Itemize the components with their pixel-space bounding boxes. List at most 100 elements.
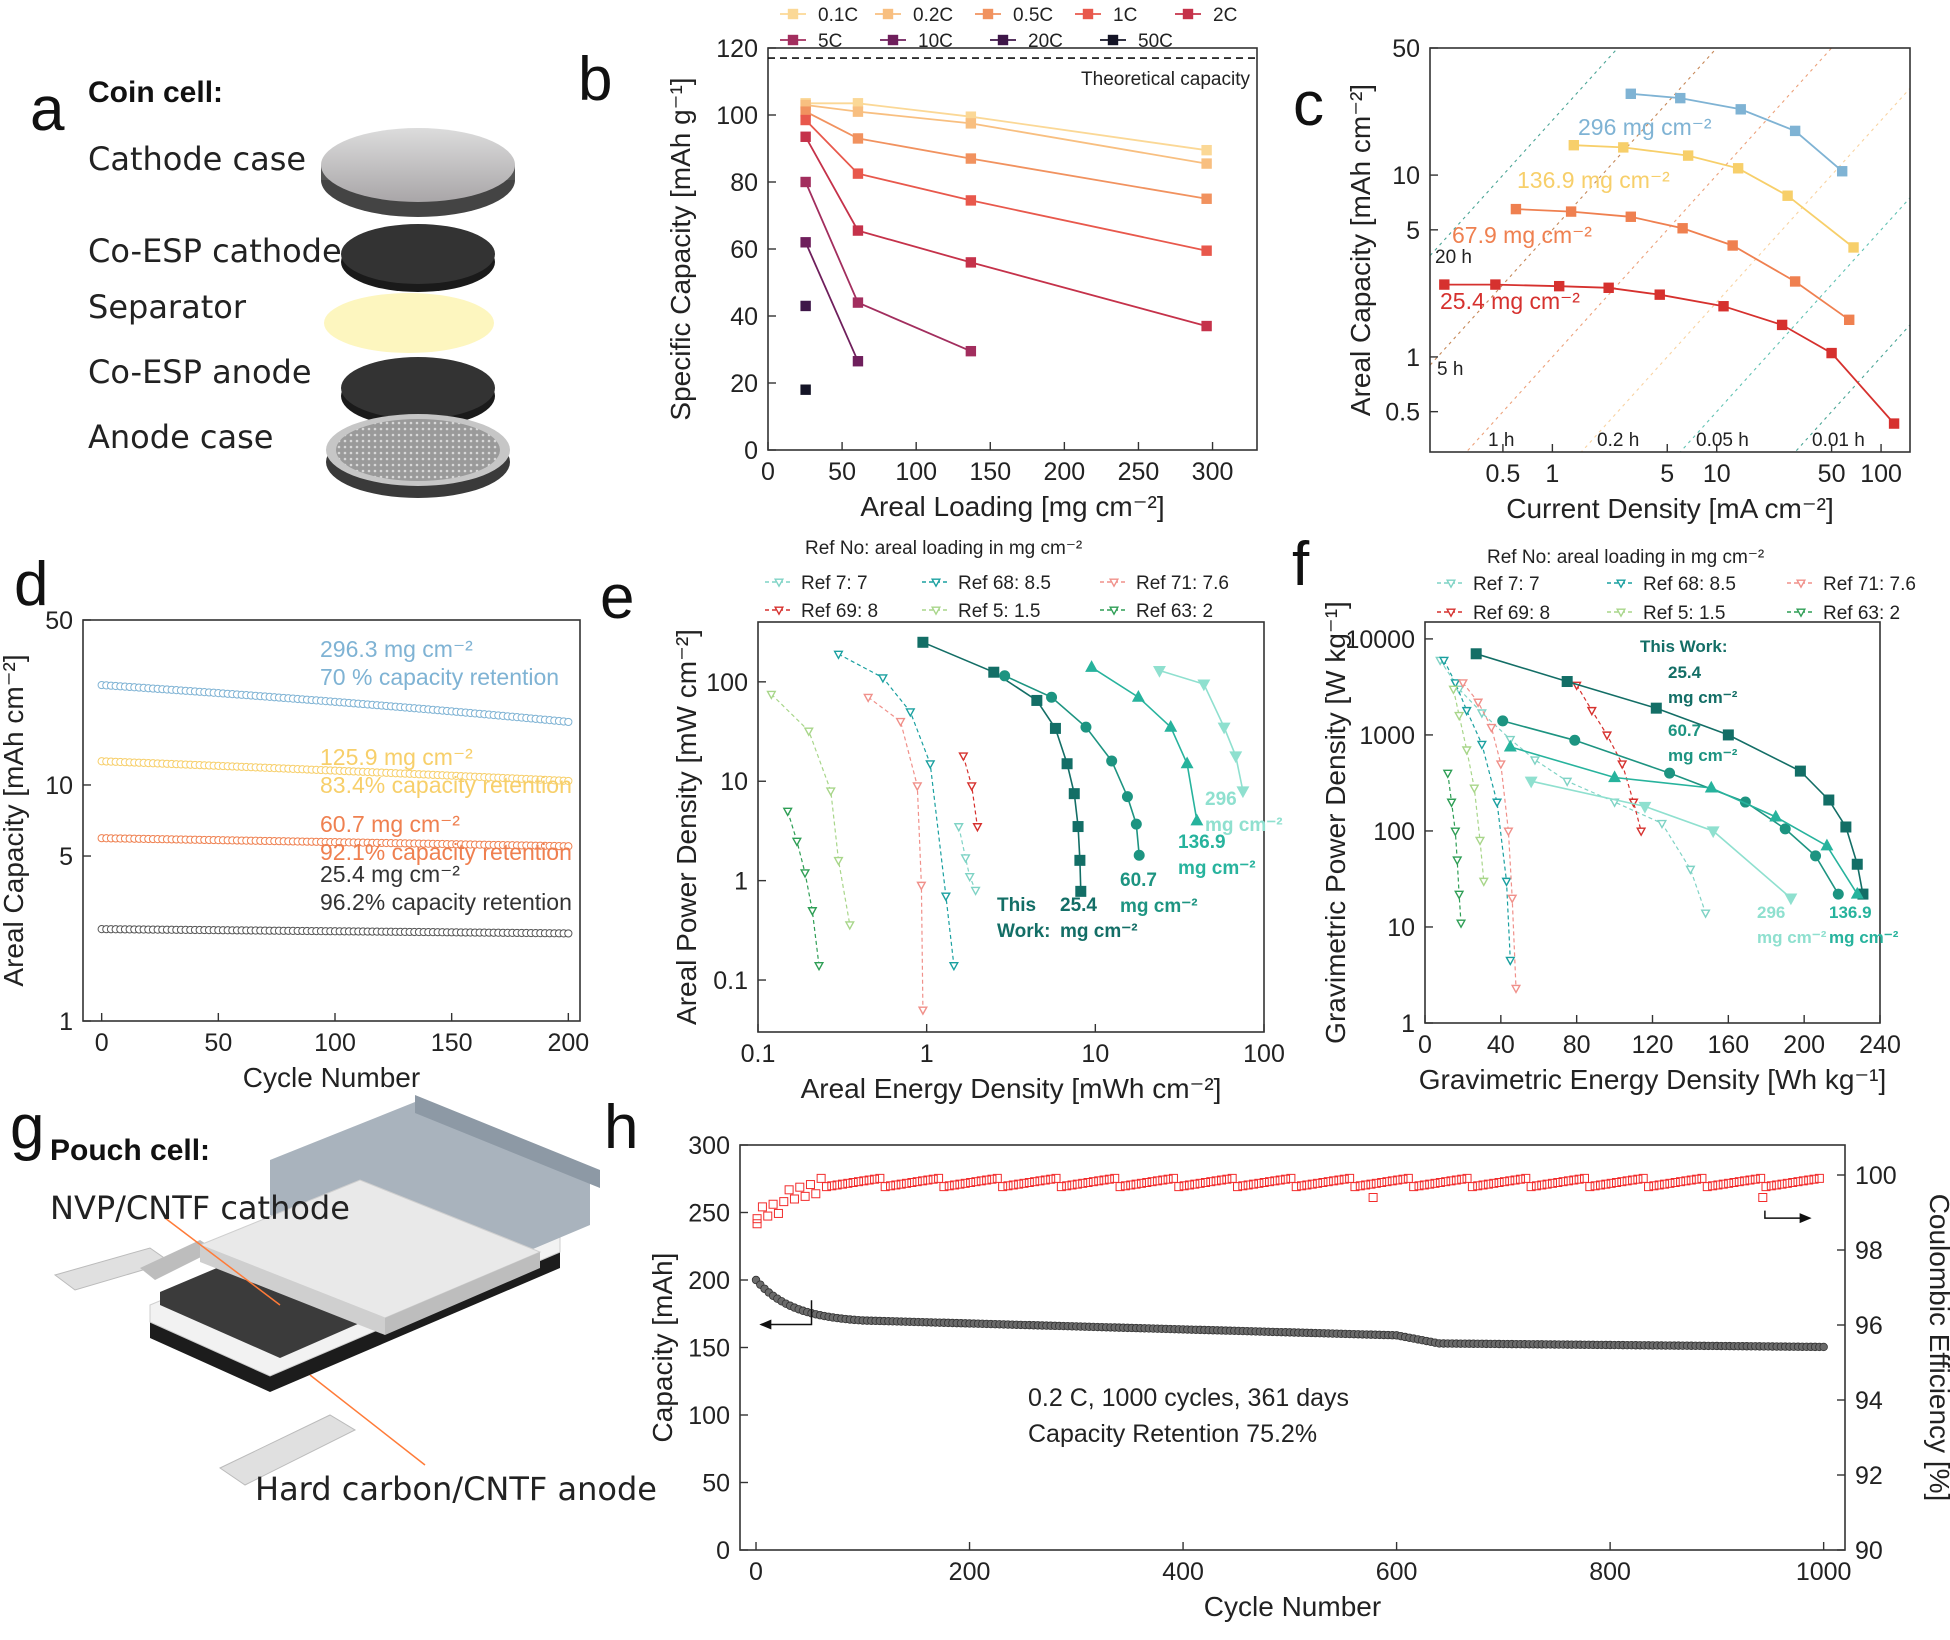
point-Ref 5: 1.5 — [844, 921, 855, 931]
coin-layer-label-0: Cathode case — [88, 140, 306, 178]
ce-point — [907, 1178, 917, 1187]
ce-point — [1729, 1178, 1739, 1187]
chart-h-y2label: Coulombic Efficiency [%] — [1924, 1194, 1950, 1502]
point-296.3 mg cm⁻² — [564, 717, 573, 727]
chart-d-frame — [82, 619, 581, 1022]
ce-point — [1078, 1178, 1088, 1188]
co-esp-anode-top — [341, 357, 495, 419]
ce-axis-arrow — [1764, 1210, 1808, 1219]
ce-point — [795, 1182, 805, 1192]
chart-c-frame — [1429, 47, 1911, 453]
point-2C — [852, 225, 864, 236]
point-Ref 71: 7.6 — [1495, 760, 1506, 770]
ce-point — [1387, 1176, 1397, 1186]
point-Ref 68: 8.5 — [1505, 956, 1516, 966]
ce-point — [1339, 1174, 1349, 1184]
label-296: 296 — [1757, 903, 1785, 922]
series-line-1C — [804, 119, 1207, 252]
label-work: Work: — [997, 921, 1050, 942]
legend-label-2C: 2C — [1213, 5, 1237, 26]
ce-point — [1158, 1175, 1168, 1185]
chart-c-ytick-label: 10 — [1392, 162, 1420, 190]
chart-e: 0.1 1 10 100 0.1 1 10 100 Areal Energy Density [… — [671, 538, 1285, 1104]
ce-point — [1014, 1179, 1024, 1189]
ce-point — [1403, 1173, 1413, 1183]
chart-b-ytick-label: 20 — [730, 370, 758, 398]
ce-point — [1660, 1179, 1670, 1189]
chart-h-ytick-label: 0 — [716, 1537, 730, 1565]
ce-point — [1179, 1181, 1189, 1191]
chart-d: 0 50 100 150 200 1 5 10 50 Cycle Number Areal Capa… — [0, 607, 589, 1093]
ce-outlier — [1368, 1193, 1378, 1202]
ce-point — [1008, 1180, 1018, 1190]
series-note-1: 83.4% capacity retention — [320, 772, 572, 798]
point-25.4 — [1470, 648, 1482, 660]
point-0.5C — [1201, 193, 1212, 204]
ce-point — [1708, 1181, 1718, 1191]
ce-point — [811, 1189, 821, 1199]
ce-point — [1579, 1173, 1589, 1183]
series-line-Ref 71: 7.6 — [867, 696, 924, 1010]
point-25.4 — [1075, 885, 1087, 897]
ce-point — [1702, 1182, 1712, 1192]
label-136-9: 136.9 — [1829, 903, 1872, 922]
ce-point — [1499, 1177, 1509, 1187]
chart-f-ytick-label: 1000 — [1359, 722, 1415, 750]
ce-point — [1446, 1176, 1456, 1186]
ce-point — [784, 1185, 794, 1195]
point-Ref 63: 2 — [1450, 827, 1461, 837]
series-line-10C — [804, 241, 859, 362]
point-25.4 — [1049, 722, 1061, 734]
series-line-Ref 68: 8.5 — [838, 653, 955, 966]
legend-label-Ref 68: 8.5: Ref 68: 8.5 — [958, 573, 1051, 594]
ce-point — [928, 1174, 938, 1184]
ce-point — [1393, 1175, 1403, 1185]
chart-e-ytick-label: 0.1 — [713, 967, 748, 995]
point-60.7 — [1569, 734, 1581, 746]
point-Ref 71: 7.6 — [916, 881, 927, 891]
chart-c-ylabel: Areal Capacity [mAh cm⁻²] — [1345, 84, 1376, 416]
chart-h-y2tick-label: 90 — [1855, 1537, 1883, 1565]
ce-point — [1281, 1174, 1291, 1184]
point-60.7 — [1779, 823, 1791, 835]
point-25.4 mg cm⁻² — [1888, 418, 1900, 429]
ce-point — [987, 1174, 997, 1184]
legend-marker-Ref 63: 2 — [1795, 608, 1807, 618]
chart-h-xtick-label: 600 — [1376, 1558, 1418, 1586]
ce-point — [1537, 1180, 1547, 1190]
point-2C — [965, 257, 977, 268]
ce-point — [1249, 1179, 1259, 1189]
series-line-136.9 — [1510, 746, 1858, 895]
point-25.4 — [1650, 702, 1662, 714]
chart-c-ytick-label: 50 — [1392, 35, 1420, 63]
point-296 — [1152, 665, 1166, 678]
legend-label-Ref 63: 2: Ref 63: 2 — [1136, 601, 1213, 622]
ce-point — [1227, 1173, 1237, 1183]
chart-b-xtick-label: 50 — [828, 458, 856, 486]
legend-marker-Ref 63: 2 — [1108, 606, 1120, 616]
pouch-cathode-label: NVP/CNTF cathode — [50, 1189, 350, 1227]
point-20C — [800, 300, 811, 312]
point-0.5C — [965, 153, 977, 164]
ce-point — [891, 1180, 901, 1190]
series-note-3: 96.2% capacity retention — [320, 889, 572, 915]
point-296 — [1706, 826, 1720, 839]
chart-e-xtick-label: 0.1 — [741, 1040, 776, 1068]
ce-point — [1788, 1178, 1798, 1187]
ce-point — [1270, 1176, 1280, 1186]
ce-point — [1809, 1174, 1819, 1184]
point-125.9 mg cm⁻² — [564, 776, 573, 786]
ce-point — [1569, 1175, 1579, 1185]
ce-point — [950, 1180, 960, 1190]
chart-h-ytick-label: 150 — [688, 1335, 730, 1363]
series-label-0: 296 mg cm⁻² — [1578, 114, 1712, 140]
time-line-label-0: 20 h — [1435, 247, 1472, 268]
point-296 mg cm⁻² — [1735, 104, 1746, 115]
legend-marker-0.2C — [882, 8, 894, 20]
ce-point — [1334, 1175, 1344, 1185]
ce-point — [1318, 1178, 1328, 1187]
point-25.4 mg cm⁻² — [1654, 289, 1665, 300]
ce-point — [768, 1199, 778, 1209]
point-1C — [1201, 245, 1212, 256]
